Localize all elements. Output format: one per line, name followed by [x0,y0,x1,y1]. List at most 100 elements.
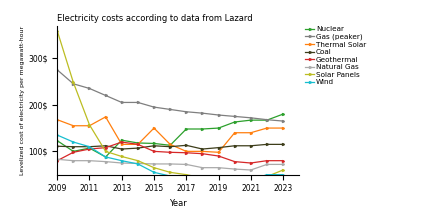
Gas (peaker) [103,94,108,97]
Coal [248,144,253,147]
Gas (peaker) [135,101,140,104]
Natural Gas [168,163,173,165]
Geothermal [151,150,157,153]
Wind [168,175,173,177]
Geothermal [232,160,237,163]
Gas (peaker) [183,111,189,113]
X-axis label: Year: Year [169,199,187,208]
Thermal Solar [280,127,286,129]
Gas (peaker) [216,114,221,116]
Gas (peaker) [264,118,270,121]
Nuclear [135,142,140,144]
Solar Panels [168,171,173,174]
Thermal Solar [87,124,92,127]
Gas (peaker) [71,82,76,85]
Coal [55,145,60,148]
Coal [264,143,270,146]
Solar Panels [151,166,157,169]
Wind [71,141,76,143]
Geothermal [168,151,173,154]
Gas (peaker) [280,120,286,122]
Coal [216,146,221,149]
Geothermal [200,153,205,155]
Solar Panels [280,169,286,171]
Geothermal [280,159,286,162]
Solar Panels [216,178,221,181]
Thermal Solar [264,127,270,129]
Solar Panels [135,159,140,162]
Y-axis label: Levelized cost of electricity per megawatt-hour: Levelized cost of electricity per megawa… [20,26,25,175]
Thermal Solar [55,118,60,121]
Coal [87,145,92,148]
Geothermal [119,141,125,143]
Coal [71,145,76,148]
Nuclear [264,119,270,121]
Thermal Solar [119,143,125,146]
Nuclear [71,150,76,153]
Nuclear [232,121,237,123]
Natural Gas [216,166,221,169]
Solar Panels [103,150,108,153]
Geothermal [135,143,140,146]
Wind [264,173,270,176]
Geothermal [248,162,253,164]
Thermal Solar [71,124,76,127]
Coal [151,144,157,147]
Wind [87,145,92,148]
Gas (peaker) [55,69,60,71]
Natural Gas [87,159,92,162]
Line: Wind: Wind [56,134,284,181]
Natural Gas [135,162,140,165]
Thermal Solar [232,131,237,134]
Nuclear [280,113,286,115]
Solar Panels [200,177,205,179]
Wind [55,134,60,136]
Solar Panels [232,179,237,182]
Nuclear [183,128,189,130]
Wind [135,163,140,165]
Solar Panels [87,124,92,126]
Coal [119,148,125,150]
Nuclear [248,119,253,121]
Solar Panels [55,29,60,32]
Wind [248,179,253,181]
Thermal Solar [168,143,173,146]
Nuclear [103,156,108,158]
Nuclear [151,142,157,145]
Wind [119,159,125,162]
Nuclear [200,128,205,130]
Geothermal [103,146,108,149]
Natural Gas [183,163,189,166]
Coal [103,144,108,147]
Thermal Solar [216,151,221,154]
Thermal Solar [200,150,205,153]
Geothermal [216,155,221,157]
Nuclear [119,139,125,141]
Natural Gas [200,166,205,169]
Line: Coal: Coal [56,143,284,150]
Thermal Solar [103,116,108,118]
Wind [200,177,205,180]
Coal [200,148,205,150]
Gas (peaker) [119,101,125,104]
Thermal Solar [135,143,140,146]
Solar Panels [264,175,270,178]
Line: Natural Gas: Natural Gas [56,158,284,171]
Geothermal [183,151,189,154]
Nuclear [87,147,92,149]
Coal [183,144,189,147]
Line: Geothermal: Geothermal [56,141,284,164]
Geothermal [87,148,92,150]
Geothermal [55,159,60,162]
Gas (peaker) [200,112,205,114]
Natural Gas [71,159,76,162]
Natural Gas [103,160,108,163]
Natural Gas [248,169,253,171]
Wind [183,176,189,178]
Wind [280,173,286,176]
Solar Panels [183,173,189,176]
Coal [168,145,173,148]
Legend: Nuclear, Gas (peaker), Thermal Solar, Coal, Geothermal, Natural Gas, Solar Panel: Nuclear, Gas (peaker), Thermal Solar, Co… [305,26,367,85]
Coal [135,147,140,149]
Natural Gas [55,158,60,161]
